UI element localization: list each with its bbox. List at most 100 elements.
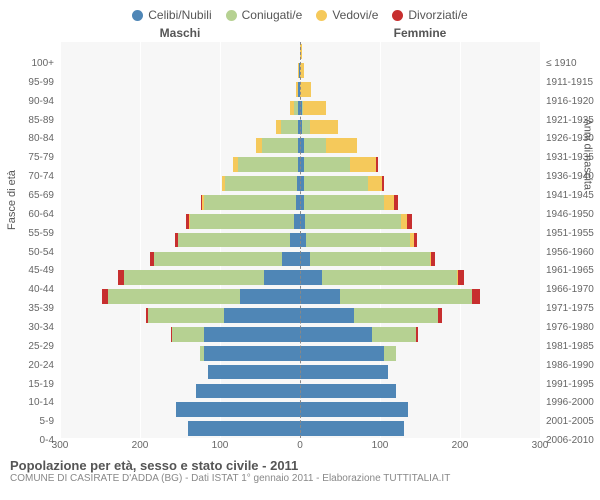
female-side	[300, 268, 540, 287]
grid-line	[540, 42, 541, 438]
legend-item: Celibi/Nubili	[132, 8, 211, 22]
bar-segment	[196, 384, 300, 399]
bar-segment	[172, 327, 204, 342]
legend-swatch	[392, 10, 403, 21]
age-tick: 40-44	[0, 280, 54, 299]
female-side	[300, 136, 540, 155]
female-side	[300, 80, 540, 99]
legend: Celibi/NubiliConiugati/eVedovi/eDivorzia…	[0, 0, 600, 26]
bar-segment	[302, 120, 310, 135]
bar-segment	[458, 270, 464, 285]
chart-area	[60, 42, 540, 438]
bar-segment	[176, 402, 300, 417]
x-tick: 100	[212, 440, 229, 451]
bar-segment	[304, 195, 384, 210]
bar-segment	[310, 252, 430, 267]
bar-segment	[148, 308, 224, 323]
gender-headers: Maschi Femmine	[0, 26, 600, 42]
female-side	[300, 363, 540, 382]
bar-segment	[300, 327, 372, 342]
legend-label: Vedovi/e	[332, 8, 378, 22]
bar-segment	[300, 365, 388, 380]
bar-segment	[354, 308, 438, 323]
bar-segment	[376, 157, 378, 172]
bar-segment	[472, 289, 480, 304]
male-side	[60, 212, 300, 231]
header-male: Maschi	[60, 26, 300, 40]
male-side	[60, 42, 300, 61]
male-side	[60, 99, 300, 118]
bar-segment	[300, 402, 408, 417]
x-axis: 3002001000100200300	[60, 440, 540, 454]
age-tick: 45-49	[0, 261, 54, 280]
bar-segment	[303, 101, 325, 116]
bar-segment	[300, 82, 311, 97]
bar-segment	[304, 157, 350, 172]
age-tick: 50-54	[0, 243, 54, 262]
birth-tick: 1966-1970	[546, 280, 600, 299]
age-tick: 5-9	[0, 412, 54, 431]
bar-segment	[108, 289, 240, 304]
age-tick: 10-14	[0, 393, 54, 412]
bar-segment	[225, 176, 297, 191]
birth-tick: 1951-1955	[546, 224, 600, 243]
female-side	[300, 42, 540, 61]
bar-segment	[304, 138, 326, 153]
birth-tick: 1981-1985	[546, 337, 600, 356]
male-side	[60, 80, 300, 99]
x-tick: 300	[532, 440, 549, 451]
female-side	[300, 117, 540, 136]
bar-segment	[322, 270, 456, 285]
bar-segment	[300, 308, 354, 323]
birth-tick: 1991-1995	[546, 375, 600, 394]
bar-segment	[300, 270, 322, 285]
male-side	[60, 381, 300, 400]
female-side	[300, 212, 540, 231]
male-side	[60, 325, 300, 344]
bar-segment	[262, 138, 298, 153]
female-side	[300, 287, 540, 306]
female-side	[300, 61, 540, 80]
female-side	[300, 400, 540, 419]
birth-tick: 1956-1960	[546, 243, 600, 262]
age-tick: 20-24	[0, 356, 54, 375]
bar-segment	[204, 195, 296, 210]
bar-segment	[281, 120, 299, 135]
bar-segment	[384, 195, 394, 210]
male-side	[60, 136, 300, 155]
bar-segment	[240, 289, 300, 304]
bar-segment	[224, 308, 300, 323]
age-tick: 80-84	[0, 129, 54, 148]
bar-segment	[154, 252, 282, 267]
bar-segment	[300, 252, 310, 267]
age-tick: 35-39	[0, 299, 54, 318]
bar-segment	[178, 233, 290, 248]
bar-segment	[204, 346, 300, 361]
legend-item: Coniugati/e	[226, 8, 303, 22]
birth-tick: 2006-2010	[546, 431, 600, 450]
bar-segment	[300, 289, 340, 304]
legend-label: Celibi/Nubili	[148, 8, 211, 22]
age-tick: 95-99	[0, 73, 54, 92]
bar-segment	[300, 384, 396, 399]
female-side	[300, 193, 540, 212]
birth-tick: 1996-2000	[546, 393, 600, 412]
age-tick: 15-19	[0, 375, 54, 394]
female-side	[300, 231, 540, 250]
axis-title-age: Fasce di età	[6, 170, 18, 230]
age-tick: 0-4	[0, 431, 54, 450]
bar-segment	[305, 214, 401, 229]
y-axis-birth: ≤ 19101911-19151916-19201921-19251926-19…	[542, 54, 600, 450]
bar-segment	[350, 157, 376, 172]
male-side	[60, 287, 300, 306]
bar-segment	[290, 233, 300, 248]
header-female: Femmine	[300, 26, 540, 40]
legend-swatch	[226, 10, 237, 21]
male-side	[60, 193, 300, 212]
bar-segment	[431, 252, 435, 267]
legend-item: Vedovi/e	[316, 8, 378, 22]
legend-swatch	[316, 10, 327, 21]
birth-tick: 1916-1920	[546, 92, 600, 111]
y-axis-age: 100+95-9990-9485-8980-8475-7970-7465-696…	[0, 54, 58, 450]
bar-segment	[340, 289, 472, 304]
